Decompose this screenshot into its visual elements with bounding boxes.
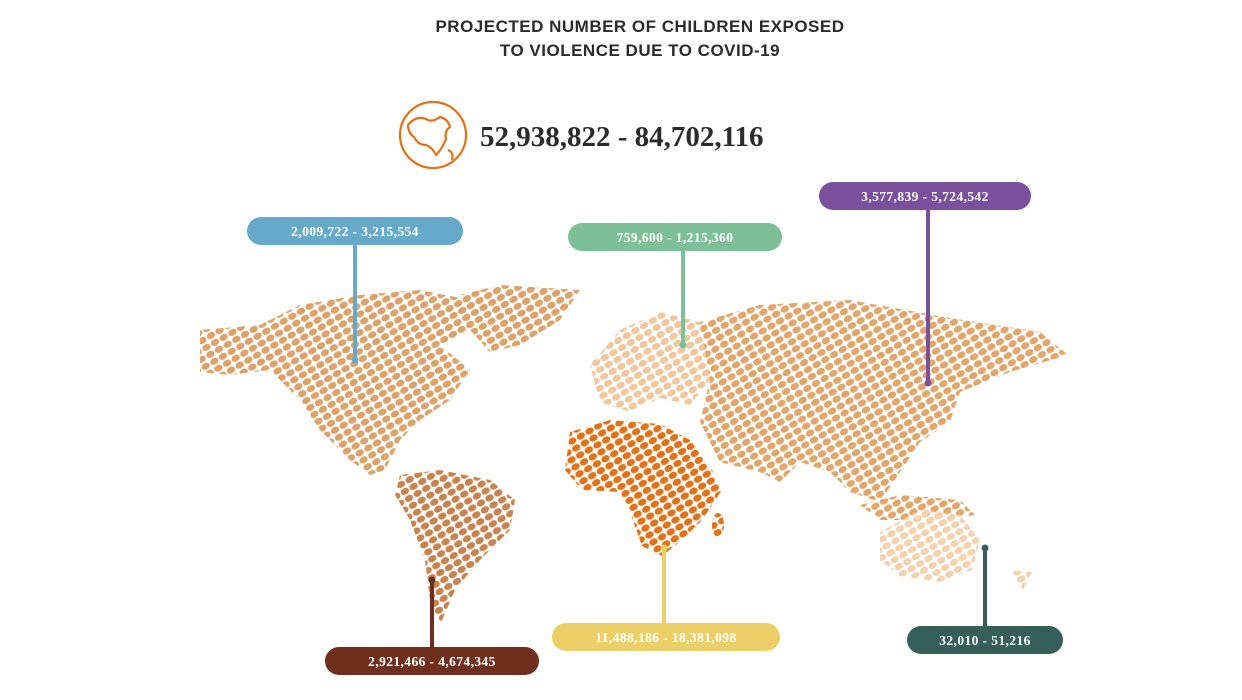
label-pill <box>325 647 539 675</box>
label-pill <box>819 182 1031 210</box>
label-pill <box>552 623 780 651</box>
pointer-dot <box>924 379 932 387</box>
region-label: 32,010 - 51,216 <box>939 633 1031 648</box>
title-line: PROJECTED NUMBER OF CHILDREN EXPOSED <box>435 17 844 36</box>
title-line: TO VIOLENCE DUE TO COVID-19 <box>500 41 780 60</box>
callouts: 2,009,722 - 3,215,554 759,600 - 1,215,360… <box>247 182 1063 675</box>
total-range: 52,938,822 - 84,702,116 <box>480 121 764 153</box>
label-pill <box>907 626 1063 654</box>
region-label: 11,488,186 - 18,381,098 <box>595 630 736 645</box>
pointer-dot <box>660 544 668 552</box>
world-map <box>200 285 1068 625</box>
pointer-dot <box>428 576 436 584</box>
label-pill <box>568 223 782 251</box>
globe-icon <box>398 100 468 170</box>
region-label: 759,600 - 1,215,360 <box>617 230 734 245</box>
region-label: 3,577,839 - 5,724,542 <box>861 189 989 204</box>
region-label: 2,009,722 - 3,215,554 <box>291 224 419 239</box>
pointer-dot <box>351 356 359 364</box>
pointer-dot <box>981 544 989 552</box>
region-label: 2,921,466 - 4,674,345 <box>368 654 496 669</box>
pointer-dot <box>679 341 687 349</box>
label-pill <box>247 217 463 245</box>
